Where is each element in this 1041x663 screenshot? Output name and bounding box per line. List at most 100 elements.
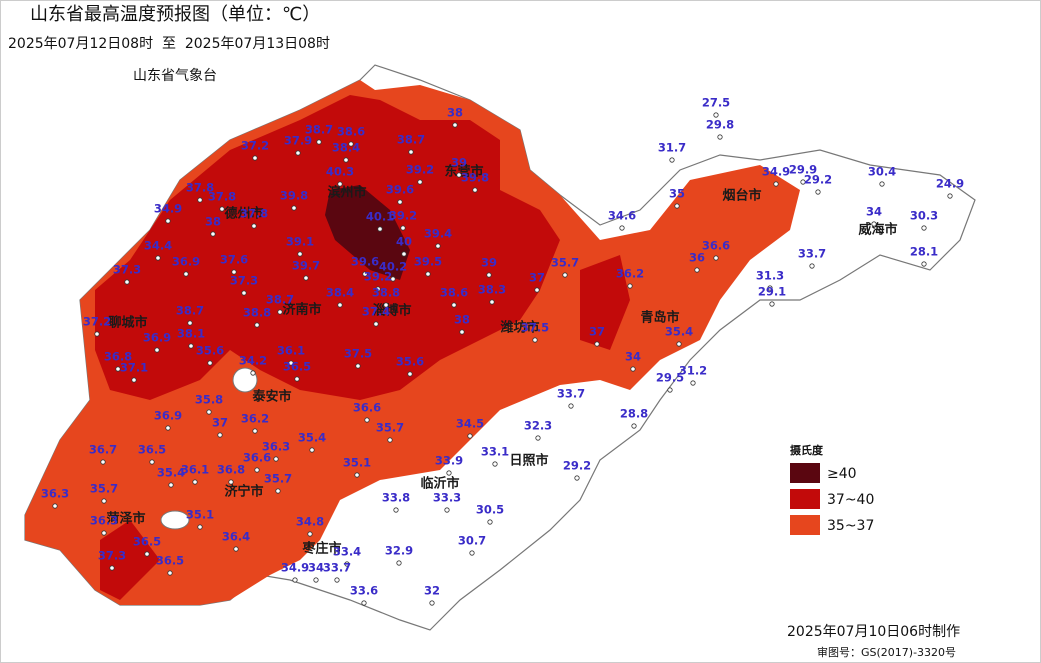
station-dot: [713, 112, 719, 118]
legend-label: 37~40: [827, 492, 874, 508]
station-temp: 29.5: [656, 371, 684, 385]
city-label: 日照市: [509, 453, 548, 469]
zone-40: [325, 185, 410, 280]
made-time: 2025年07月10日06时制作: [787, 624, 960, 640]
station-dot: [348, 141, 354, 147]
station-dot: [713, 255, 719, 261]
station-dot: [210, 231, 216, 237]
station-temp: 27.5: [702, 96, 730, 110]
station-temp: 39.5: [414, 255, 442, 269]
station-temp: 36.5: [133, 535, 161, 549]
station-dot: [254, 322, 260, 328]
station-dot: [254, 467, 260, 473]
station-dot: [165, 425, 171, 431]
station-dot: [115, 366, 121, 372]
station-dot: [429, 600, 435, 606]
station-temp: 35.7: [376, 421, 404, 435]
station-temp: 37.5: [521, 321, 549, 335]
station-temp: 35.4: [665, 325, 693, 339]
station-dot: [879, 181, 885, 187]
station-dot: [469, 550, 475, 556]
station-dot: [252, 155, 258, 161]
station-dot: [217, 432, 223, 438]
station-dot: [535, 435, 541, 441]
station-dot: [344, 561, 350, 567]
station-temp: 32.3: [524, 419, 552, 433]
city-label: 菏泽市: [106, 511, 145, 527]
station-dot: [446, 470, 452, 476]
station-dot: [355, 363, 361, 369]
station-temp: 36.1: [277, 344, 305, 358]
station-temp: 36.6: [702, 239, 730, 253]
station-temp: 33.3: [433, 491, 461, 505]
station-temp: 33.7: [798, 247, 826, 261]
station-temp: 38.4: [326, 286, 354, 300]
station-dot: [316, 139, 322, 145]
station-temp: 39.8: [461, 171, 489, 185]
station-temp: 39: [481, 256, 497, 270]
station-temp: 36.3: [90, 514, 118, 528]
station-dot: [188, 343, 194, 349]
station-temp: 37: [589, 325, 605, 339]
station-dot: [187, 320, 193, 326]
station-dot: [630, 366, 636, 372]
station-temp: 36.3: [41, 487, 69, 501]
city-label: 聊城市: [108, 315, 147, 331]
station-temp: 36.5: [156, 554, 184, 568]
station-temp: 34.9: [154, 202, 182, 216]
station-dot: [155, 255, 161, 261]
station-dot: [154, 347, 160, 353]
station-temp: 38.4: [332, 141, 360, 155]
station-dot: [393, 507, 399, 513]
station-temp: 30.4: [868, 165, 896, 179]
station-dot: [492, 461, 498, 467]
station-temp: 35.4: [157, 466, 185, 480]
station-temp: 36.2: [616, 267, 644, 281]
station-dot: [407, 371, 413, 377]
station-temp: 35.1: [343, 456, 371, 470]
station-dot: [534, 287, 540, 293]
station-temp: 38: [205, 215, 221, 229]
station-dot: [377, 226, 383, 232]
station-temp: 37.3: [98, 549, 126, 563]
station-temp: 31.7: [658, 141, 686, 155]
station-dot: [674, 203, 680, 209]
city-label: 东营市: [444, 164, 483, 180]
station-temp: 36.6: [243, 451, 271, 465]
station-dot: [397, 199, 403, 205]
station-temp: 28.8: [620, 407, 648, 421]
station-dot: [456, 172, 462, 178]
station-temp: 39.8: [280, 189, 308, 203]
station-temp: 38.6: [337, 125, 365, 139]
station-temp: 39.6: [386, 183, 414, 197]
station-temp: 35.8: [195, 393, 223, 407]
station-dot: [487, 519, 493, 525]
station-dot: [467, 433, 473, 439]
city-label: 青岛市: [640, 310, 679, 326]
station-dot: [767, 285, 773, 291]
station-dot: [250, 370, 256, 376]
station-temp: 39.7: [292, 259, 320, 273]
station-dot: [568, 403, 574, 409]
station-dot: [435, 243, 441, 249]
station-temp: 36.3: [262, 440, 290, 454]
station-temp: 37.5: [344, 347, 372, 361]
station-temp: 36.8: [104, 350, 132, 364]
station-temp: 38.1: [177, 327, 205, 341]
station-dot: [452, 122, 458, 128]
station-temp: 33.1: [481, 445, 509, 459]
station-temp: 36.1: [181, 463, 209, 477]
station-temp: 40.3: [326, 165, 354, 179]
station-temp: 36.9: [143, 331, 171, 345]
station-temp: 36.9: [154, 409, 182, 423]
agency: 山东省气象台: [133, 68, 217, 84]
station-dot: [124, 279, 130, 285]
station-temp: 37.3: [230, 274, 258, 288]
subtitle: 2025年07月12日08时 至 2025年07月13日08时: [8, 36, 330, 52]
station-temp: 37.2: [83, 315, 111, 329]
station-dot: [101, 498, 107, 504]
station-temp: 37.9: [284, 134, 312, 148]
station-dot: [486, 272, 492, 278]
station-dot: [769, 301, 775, 307]
station-dot: [773, 181, 779, 187]
